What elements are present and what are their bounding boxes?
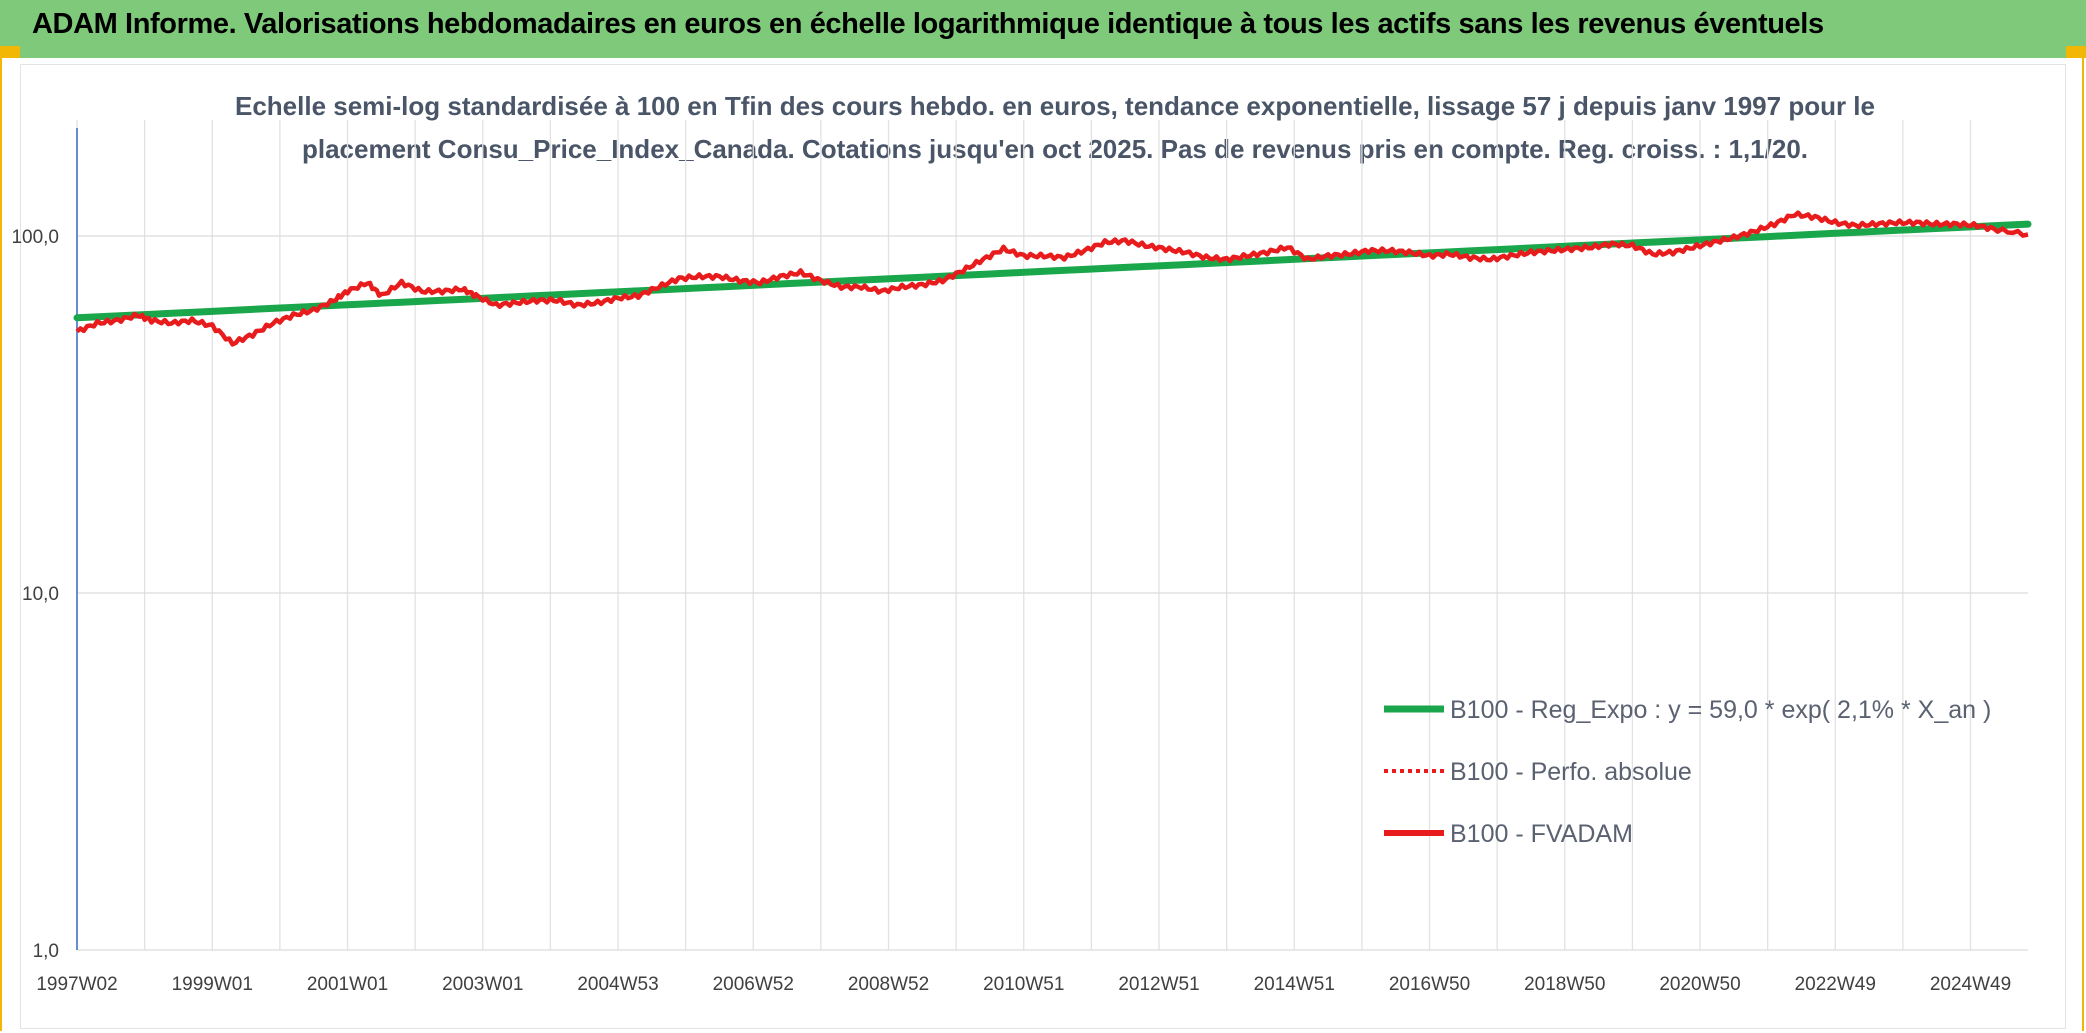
- y-tick-label: 10,0: [22, 584, 59, 605]
- series-trend-line: [73, 220, 2032, 322]
- axes: 1,0 10,0 100,0 1997W02 1999W01 2001W01 2003W01…: [11, 128, 2011, 995]
- x-tick-label: 2006W52: [713, 974, 794, 995]
- legend: B100 - Reg_Expo : y = 59,0 * exp( 2,1% *…: [1384, 696, 1991, 848]
- x-tick-label: 2001W01: [307, 974, 388, 995]
- x-tick-label: 2014W51: [1254, 974, 1335, 995]
- x-tick-label: 2018W50: [1524, 974, 1605, 995]
- x-tick-label: 2022W49: [1795, 974, 1876, 995]
- legend-label-3: B100 - FVADAM: [1450, 820, 1633, 848]
- chart-title-line-1: Echelle semi-log standardisée à 100 en T…: [234, 91, 1875, 121]
- x-tick-label: 2010W51: [983, 974, 1064, 995]
- y-tick-label: 100,0: [11, 227, 59, 248]
- corner-accent-left: [0, 46, 20, 58]
- x-tick-label: 2016W50: [1389, 974, 1470, 995]
- x-tick-label: 2003W01: [442, 974, 523, 995]
- y-tick-label: 1,0: [33, 941, 59, 962]
- grid-lines: [76, 120, 2028, 951]
- x-tick-label: 2008W52: [848, 974, 929, 995]
- x-tick-label: 1999W01: [172, 974, 253, 995]
- data-series: [73, 210, 2032, 347]
- x-tick-label: 2012W51: [1118, 974, 1199, 995]
- x-tick-label: 2020W50: [1659, 974, 1740, 995]
- x-tick-label: 1997W02: [36, 974, 117, 995]
- chart-frame: [0, 58, 2084, 1031]
- corner-accent-right: [2066, 46, 2086, 58]
- header-banner: ADAM Informe. Valorisations hebdomadaire…: [0, 0, 2086, 58]
- series-fvadam-line: [75, 210, 2029, 347]
- chart-title-line-2: placement Consu_Price_Index_Canada. Cota…: [301, 134, 1809, 164]
- plot-area-border: [20, 64, 2066, 1029]
- legend-label-1: B100 - Reg_Expo : y = 59,0 * exp( 2,1% *…: [1450, 696, 1991, 724]
- x-tick-label: 2004W53: [577, 974, 658, 995]
- legend-label-2: B100 - Perfo. absolue: [1450, 758, 1692, 786]
- report-title: ADAM Informe. Valorisations hebdomadaire…: [32, 8, 1824, 40]
- x-tick-label: 2024W49: [1930, 974, 2011, 995]
